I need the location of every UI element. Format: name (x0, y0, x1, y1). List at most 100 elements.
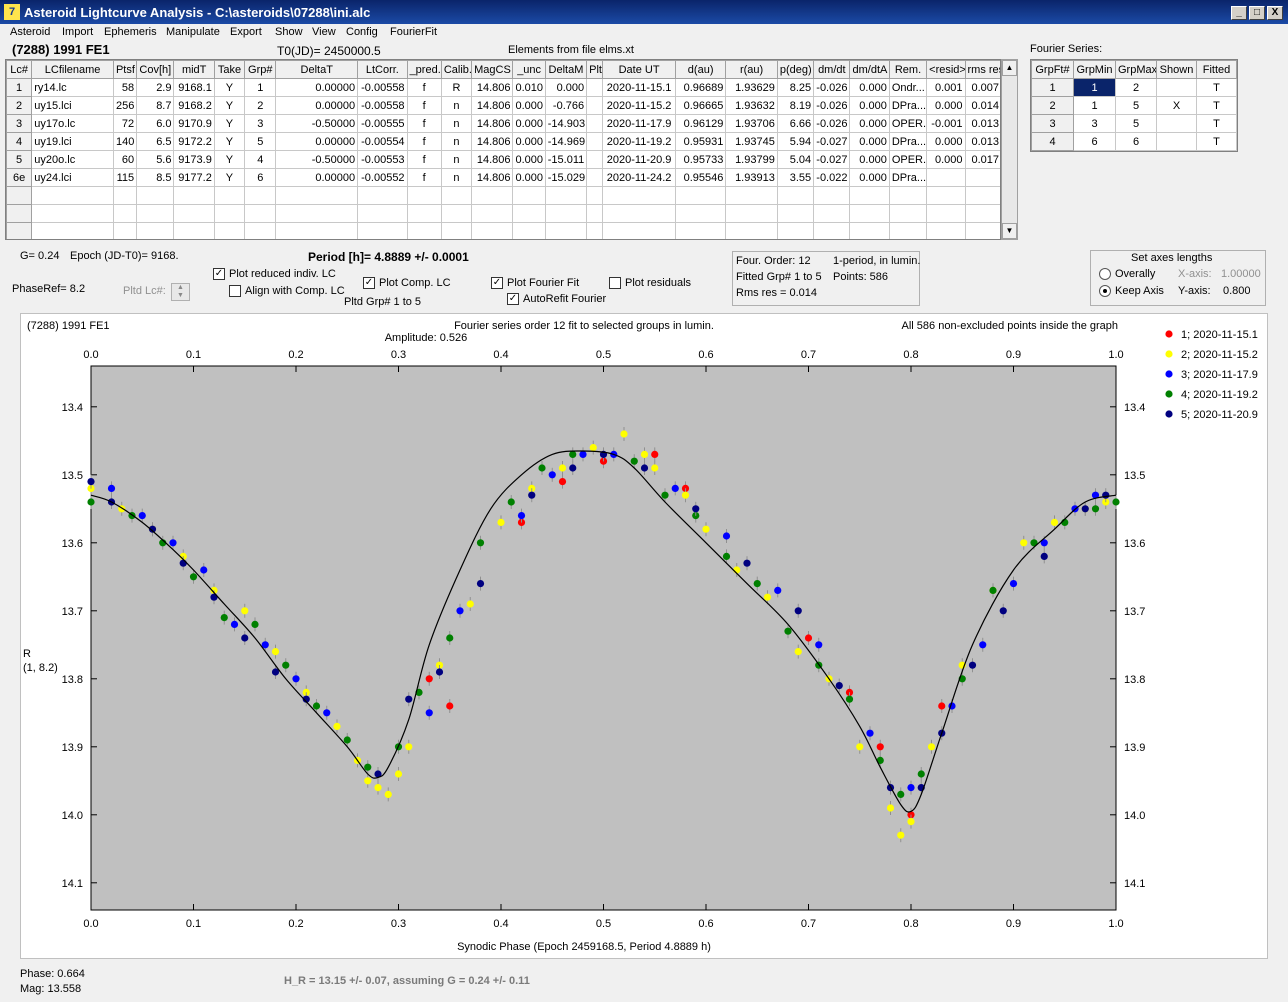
table-cell[interactable] (725, 222, 778, 239)
table-cell[interactable]: 9177.2 (173, 168, 215, 187)
table-cell[interactable]: 9172.2 (173, 132, 215, 151)
table-cell[interactable]: f (406, 168, 442, 187)
table-cell[interactable] (674, 186, 727, 205)
table-cell[interactable]: 0.013 (964, 132, 1000, 151)
table-row[interactable]: 4 uy19.lci 140 6.5 9172.2 Y 5 0.00000 -0.00554 f n… (6, 132, 1000, 151)
column-header[interactable]: dm/dtA (849, 60, 890, 79)
table-cell[interactable] (406, 222, 442, 239)
table-cell[interactable] (544, 186, 588, 205)
menu-ephemeris[interactable]: Ephemeris (104, 26, 157, 38)
table-cell[interactable]: 6.0 (136, 114, 175, 133)
menu-view[interactable]: View (312, 26, 336, 38)
table-cell[interactable]: 9168.2 (173, 96, 215, 115)
table-cell[interactable]: 0.000 (849, 132, 890, 151)
plot-svg[interactable]: 0.0 0.0 0.1 0.1 0.2 0.2 0.3 0.3 0.4 0.4 0.5 0.5 0.6 0… (21, 314, 1269, 960)
close-button[interactable]: X (1267, 6, 1283, 20)
table-cell[interactable] (926, 204, 966, 223)
table-cell[interactable]: 6.66 (776, 114, 815, 133)
lightcurve-table[interactable]: Lc# LCfilename Ptsf Cov[h] midT Take Grp# Delta… (5, 59, 1001, 240)
table-cell[interactable]: Y (213, 132, 246, 151)
table-row[interactable]: 3 uy17o.lc 72 6.0 9170.9 Y 3 -0.50000 -0.00555 f n… (6, 114, 1000, 133)
plot-fourier-check-icon[interactable]: ✓ (491, 277, 503, 290)
y-axis-value[interactable]: 0.800 (1223, 285, 1251, 297)
table-cell[interactable] (725, 204, 778, 223)
table-row[interactable] (6, 204, 1000, 223)
table-cell[interactable]: 0.000 (512, 96, 546, 115)
table-cell[interactable] (888, 222, 928, 239)
table-cell[interactable]: uy20o.lc (31, 150, 114, 169)
row-header[interactable] (6, 204, 33, 223)
table-cell[interactable]: 14.806 (471, 78, 514, 97)
table-cell[interactable]: -0.00552 (357, 168, 408, 187)
table-cell[interactable]: 14.806 (471, 114, 514, 133)
table-cell[interactable]: f (406, 78, 442, 97)
table-cell[interactable]: 3 (244, 114, 277, 133)
table-cell[interactable]: uy17o.lc (31, 114, 114, 133)
column-header[interactable]: Calib. (440, 60, 473, 79)
table-cell[interactable] (440, 222, 473, 239)
row-header[interactable]: 6e (6, 168, 33, 187)
table-cell[interactable] (357, 186, 408, 205)
table-cell[interactable] (406, 186, 442, 205)
table-cell[interactable] (512, 186, 546, 205)
autorefit-checkbox[interactable]: ✓ AutoRefit Fourier (507, 293, 606, 306)
table-cell[interactable]: 9168.1 (173, 78, 215, 97)
table-cell[interactable] (471, 222, 514, 239)
column-header[interactable]: dm/dt (813, 60, 851, 79)
table-cell[interactable]: 0.000 (512, 132, 546, 151)
fourier-column-header[interactable]: Shown (1156, 60, 1197, 79)
table-cell[interactable]: 0.96689 (674, 78, 727, 97)
fourier-column-header[interactable]: GrpFt# (1031, 60, 1074, 79)
table-cell[interactable]: 14.806 (471, 150, 514, 169)
column-header[interactable]: rms res (964, 60, 1000, 79)
table-cell[interactable]: 5.94 (776, 132, 815, 151)
table-cell[interactable] (31, 186, 114, 205)
column-header[interactable]: Date UT (602, 60, 676, 79)
table-cell[interactable] (888, 186, 928, 205)
table-cell[interactable]: 5.04 (776, 150, 815, 169)
table-cell[interactable]: 0.95931 (674, 132, 727, 151)
table-cell[interactable] (112, 222, 138, 239)
table-cell[interactable] (112, 204, 138, 223)
table-cell[interactable]: 2020-11-20.9 (602, 150, 676, 169)
table-cell[interactable]: -0.001 (926, 114, 966, 133)
table-cell[interactable] (244, 222, 277, 239)
table-cell[interactable]: -14.903 (544, 114, 588, 133)
table-cell[interactable]: 1.93913 (725, 168, 778, 187)
table-cell[interactable] (674, 204, 727, 223)
table-cell[interactable] (136, 222, 175, 239)
table-cell[interactable]: 9173.9 (173, 150, 215, 169)
fourier-cell[interactable]: 5 (1115, 96, 1157, 115)
table-cell[interactable]: -0.50000 (275, 114, 359, 133)
table-cell[interactable]: 1 (244, 78, 277, 97)
maximize-button[interactable]: □ (1249, 6, 1265, 20)
column-header[interactable]: Plt (586, 60, 604, 79)
table-cell[interactable]: -0.026 (813, 78, 851, 97)
table-cell[interactable] (813, 222, 851, 239)
fourier-cell[interactable]: X (1156, 96, 1197, 115)
table-cell[interactable]: 0.014 (964, 96, 1000, 115)
table-cell[interactable]: 140 (112, 132, 138, 151)
table-cell[interactable]: 9170.9 (173, 114, 215, 133)
table-cell[interactable] (813, 186, 851, 205)
table-cell[interactable] (406, 204, 442, 223)
table-cell[interactable]: DPra... (888, 96, 928, 115)
table-cell[interactable] (586, 150, 604, 169)
plot-reduced-checkbox[interactable]: ✓ Plot reduced indiv. LC (213, 268, 336, 281)
table-cell[interactable] (512, 204, 546, 223)
table-cell[interactable] (586, 114, 604, 133)
table-cell[interactable]: -15.011 (544, 150, 588, 169)
table-cell[interactable] (964, 186, 1000, 205)
table-cell[interactable]: 0.000 (512, 114, 546, 133)
table-cell[interactable]: 2020-11-24.2 (602, 168, 676, 187)
align-comp-checkbox[interactable]: Align with Comp. LC (229, 285, 345, 298)
table-cell[interactable]: 0.013 (964, 114, 1000, 133)
table-cell[interactable] (357, 222, 408, 239)
table-cell[interactable]: 14.806 (471, 96, 514, 115)
table-cell[interactable]: 4 (244, 150, 277, 169)
table-cell[interactable]: 0.001 (926, 78, 966, 97)
table-cell[interactable] (275, 204, 359, 223)
menu-export[interactable]: Export (230, 26, 262, 38)
table-cell[interactable]: uy24.lci (31, 168, 114, 187)
